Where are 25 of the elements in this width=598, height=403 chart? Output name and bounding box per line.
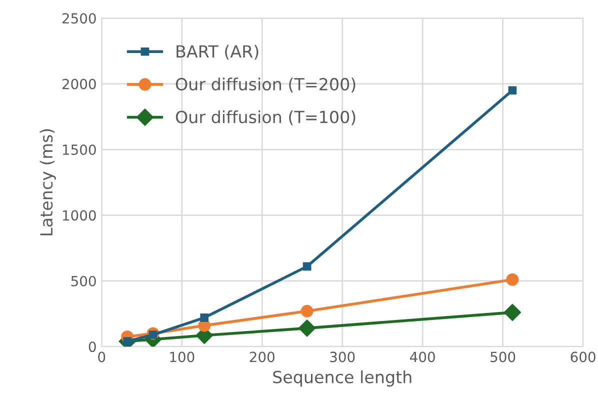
y-tick-label: 2500 (62, 13, 96, 24)
y-tick-label: 1500 (62, 144, 96, 155)
x-tick-label: 300 (330, 352, 355, 362)
point (506, 273, 519, 286)
legend-label: Our diffusion (T=200) (176, 78, 356, 92)
x-axis-title: Sequence length (273, 370, 412, 387)
x-tick-label: 200 (250, 352, 274, 362)
x-tick-label: 0 (98, 352, 106, 362)
y-axis-title: Latency (ms) (40, 129, 56, 236)
x-tick-label: 600 (570, 352, 596, 362)
y-tick-label: 500 (71, 276, 96, 286)
y-tick-label: 2000 (62, 78, 96, 90)
point (300, 304, 314, 318)
point (504, 304, 521, 321)
x-tick-label: 400 (410, 352, 435, 362)
legend-label: Our diffusion (T=100) (176, 110, 356, 126)
point (508, 86, 517, 95)
y-tick-label: 0 (88, 342, 96, 352)
point (298, 320, 316, 337)
x-tick-label: 100 (170, 352, 194, 362)
y-tick-label: 1000 (62, 210, 96, 221)
x-tick-label: 500 (490, 352, 516, 362)
legend-label: BART (AR) (176, 44, 258, 60)
point (302, 262, 312, 271)
point (200, 314, 209, 322)
